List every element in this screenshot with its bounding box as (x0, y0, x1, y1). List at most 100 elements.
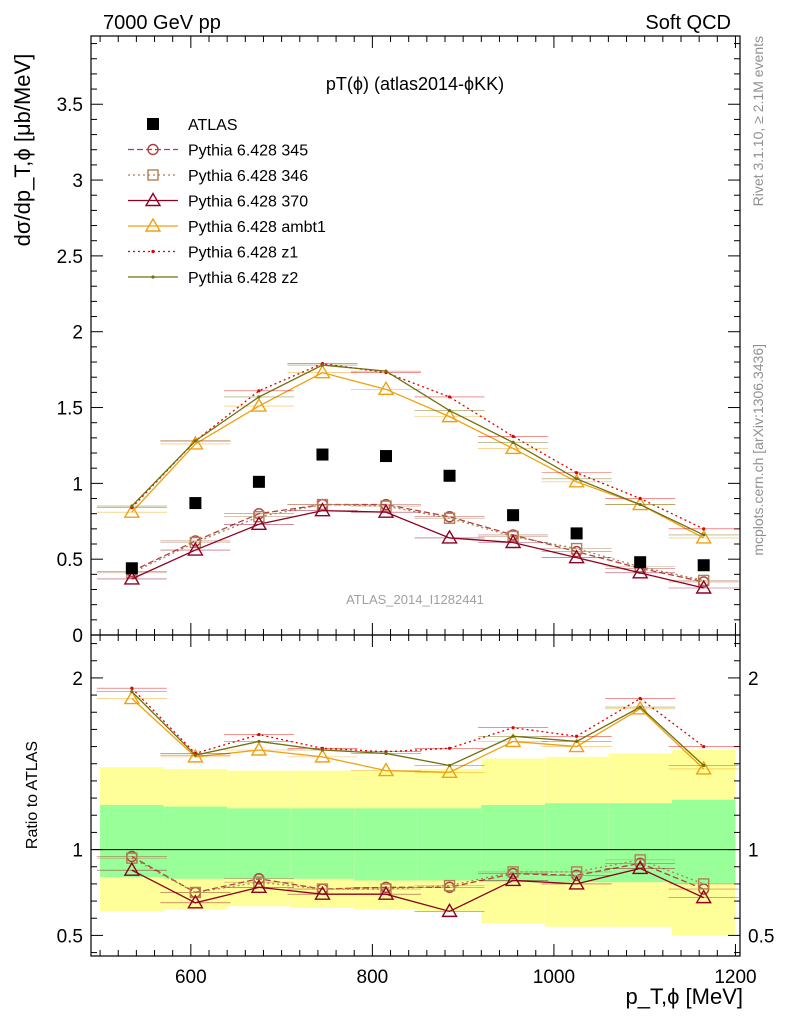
ratio-band-inner (354, 808, 418, 881)
main-series-point (250, 397, 268, 412)
main-series-point (187, 435, 204, 450)
ratio-series-point (568, 875, 585, 890)
ratio-series-point (257, 739, 261, 744)
main-series-line (131, 364, 704, 536)
atlas-data-point (252, 475, 265, 488)
x-axis-label: p_T,ϕ [MeV] (626, 984, 743, 1009)
main-series-point (631, 564, 649, 579)
main-series-3 (96, 502, 739, 594)
ratio-series-point (638, 705, 642, 709)
ratio-series-point (441, 902, 458, 918)
atlas-data-point (507, 509, 520, 522)
y-tick-label: 3.5 (57, 95, 83, 116)
analysis-id: ATLAS_2014_I1282441 (346, 592, 484, 607)
legend-label: Pythia 6.428 ambt1 (188, 219, 326, 236)
legend-marker (144, 217, 162, 232)
main-series-point (320, 363, 325, 367)
ratio-series-point (130, 690, 134, 694)
legend-entry: ATLAS (147, 117, 238, 134)
y-tick-label: 0.5 (57, 550, 83, 571)
legend-label: Pythia 6.428 346 (188, 168, 308, 185)
main-series-point (189, 536, 202, 549)
main-series-point (316, 498, 329, 511)
legend-marker (147, 118, 159, 130)
main-series-point (130, 504, 134, 508)
main-series-point (441, 408, 458, 423)
ratio-band-inner (481, 804, 545, 883)
legend-marker (147, 169, 159, 181)
ratio-series-point (631, 700, 649, 715)
main-series-point (511, 440, 515, 445)
ratio-band-inner (163, 806, 228, 879)
main-series-point (695, 579, 712, 594)
atlas-data-point (189, 497, 202, 510)
main-series-point (695, 529, 712, 544)
plot-title: pT(ϕ) (atlas2014-ϕKK) (326, 74, 504, 94)
ratio-series-point (314, 885, 331, 900)
atlas-data-point (570, 527, 583, 540)
beam-label: 7000 GeV pp (103, 12, 221, 34)
main-series-point (257, 389, 261, 393)
main-series-point (123, 503, 141, 518)
main-series-point (250, 515, 268, 530)
main-series-point (702, 527, 706, 531)
atlas-data-points (125, 448, 710, 575)
ratio-series-point (250, 878, 268, 894)
main-series-point (638, 496, 642, 501)
atlas-data-point (316, 448, 329, 461)
main-series-line (131, 503, 704, 583)
legend-label: Pythia 6.428 370 (188, 194, 308, 211)
main-axis-ticks: 0 0.5 1 1.5 2 2.5 3 3.5 (57, 43, 740, 647)
ratio-band-inner (100, 804, 164, 878)
legend-entry: Pythia 6.428 z2 (128, 270, 298, 287)
rivet-version-label: Rivet 3.1.10, ≥ 2.1M events (750, 36, 766, 206)
main-series-point (187, 541, 204, 556)
ratio-series-point (314, 748, 331, 763)
ratio-series-point (631, 860, 649, 875)
ratio-series-point (250, 741, 268, 756)
main-series-point (702, 533, 706, 537)
ratio-series-5 (96, 686, 739, 756)
ratio-series-point (187, 748, 204, 763)
ratio-series-point (702, 763, 706, 768)
atlas-data-point (380, 450, 392, 463)
ratio-series-line (131, 691, 705, 767)
main-series-point (380, 500, 392, 512)
ratio-band-inner (608, 803, 672, 883)
main-series-line (131, 371, 704, 539)
main-series-point (570, 542, 583, 555)
legend-entry: Pythia 6.428 345 (128, 143, 308, 160)
main-series-4 (96, 364, 739, 544)
ratio-y-axis-label: Ratio to ATLAS (24, 741, 41, 849)
legend-entry: Pythia 6.428 370 (128, 192, 308, 211)
main-series-6 (96, 363, 739, 537)
y-tick-label: 1.5 (57, 399, 83, 420)
ratio-series-point (187, 894, 204, 909)
main-series-point (193, 439, 197, 443)
ratio-band-inner (227, 808, 291, 879)
atlas-data-point (634, 556, 647, 569)
ratio-series-3 (96, 860, 739, 918)
legend-label: ATLAS (188, 117, 238, 134)
ratio-series-point (320, 748, 325, 752)
ratio-series-point (634, 854, 646, 866)
main-series-point (638, 502, 642, 507)
main-series-point (123, 570, 141, 585)
main-series-point (504, 534, 522, 549)
ratio-series-line (131, 687, 705, 755)
y-tick-label: 2 (72, 323, 83, 344)
main-series-point (441, 529, 458, 544)
x-tick-label: 600 (175, 967, 207, 988)
main-series-point (384, 369, 388, 373)
plot-frames (90, 35, 741, 957)
ratio-series-point (695, 760, 712, 775)
ratio-series-point (695, 889, 712, 904)
legend-marker (151, 249, 155, 254)
legend-marker (151, 275, 155, 279)
ratio-y-tick-label-right: 2 (748, 669, 759, 690)
y-tick-label: 1 (72, 474, 83, 495)
main-series-point (253, 511, 265, 523)
main-y-axis-label: dσ/dp_T,ϕ [μb/MeV] (10, 54, 35, 247)
y-tick-label: 2.5 (57, 247, 83, 268)
ratio-series-point (441, 763, 458, 779)
